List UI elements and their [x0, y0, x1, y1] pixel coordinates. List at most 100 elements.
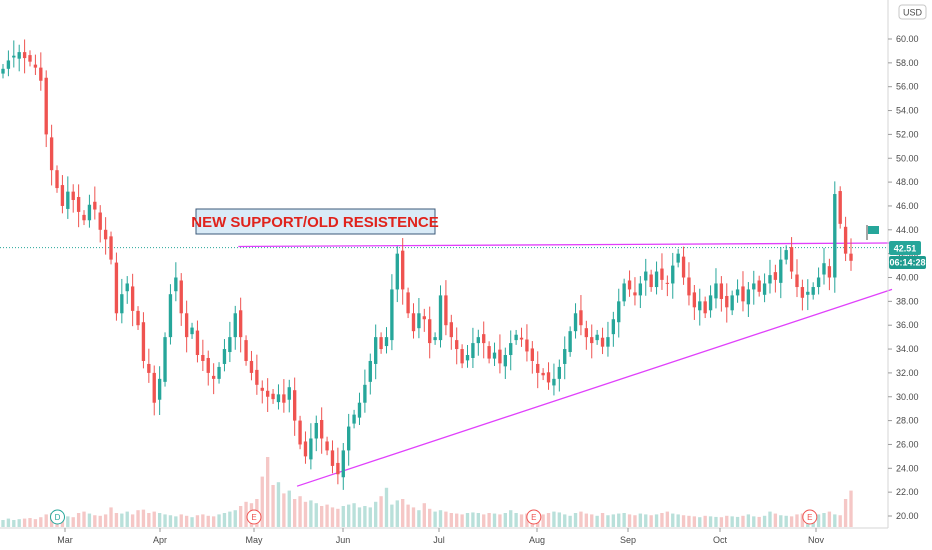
candle-body	[649, 274, 653, 288]
volume-bar	[800, 513, 805, 527]
volume-bar	[676, 514, 680, 527]
volume-bar	[438, 510, 443, 527]
candle-body	[228, 337, 232, 353]
volume-bar	[357, 507, 362, 527]
volume-bar	[476, 513, 480, 527]
volume-bar	[206, 515, 210, 527]
volume-bar	[455, 513, 459, 527]
volume-bar	[498, 514, 502, 527]
candle-body	[536, 363, 540, 373]
candle-body	[103, 229, 108, 240]
currency-button[interactable]: USD	[898, 4, 927, 20]
volume-bar	[428, 508, 432, 527]
volume-bar	[325, 504, 329, 527]
candle-body	[341, 450, 345, 478]
countdown-tag	[889, 256, 926, 269]
candle-body	[822, 263, 826, 275]
candle-body	[363, 384, 367, 403]
candle-body	[811, 287, 815, 295]
volume-bar	[714, 516, 718, 527]
volume-bar	[125, 511, 129, 527]
volume-bar	[687, 515, 691, 527]
event-marker	[246, 509, 262, 525]
support-line	[296, 288, 893, 487]
volume-bar	[98, 515, 102, 527]
candle-body	[206, 357, 210, 373]
volume-bar	[217, 514, 221, 527]
candle-body	[217, 366, 221, 379]
volume-bar	[260, 476, 264, 527]
candle-body	[60, 185, 65, 206]
y-tick-label: 50.00	[896, 153, 919, 163]
volume-bar	[417, 510, 421, 527]
candle-body	[557, 366, 562, 379]
volume-bar	[584, 513, 589, 527]
candle-body	[741, 286, 745, 302]
candle-body	[735, 289, 740, 296]
volume-bar	[719, 517, 724, 527]
candle-body	[401, 250, 405, 290]
candle-body	[552, 378, 556, 386]
volume-bar	[12, 520, 16, 527]
annotation-box	[195, 208, 436, 235]
resistance-line	[238, 242, 905, 248]
candle-body	[17, 52, 21, 59]
volume-bar	[271, 485, 275, 527]
volume-bar	[509, 510, 513, 527]
candle-body	[265, 390, 270, 397]
candle-body	[498, 349, 502, 364]
candle-body	[314, 422, 318, 439]
candle-body	[633, 292, 637, 296]
volume-bar	[757, 516, 761, 527]
flag-icon[interactable]	[866, 225, 879, 240]
volume-bar	[433, 511, 437, 527]
candle-body	[816, 277, 821, 288]
volume-bar	[827, 511, 832, 527]
volume-bar	[816, 514, 821, 527]
candle-body	[179, 280, 183, 314]
time-axis[interactable]: Mar Apr May Jun Jul Aug Sep Oct Nov	[57, 528, 824, 545]
candle-body	[676, 253, 680, 263]
event-marker	[802, 509, 818, 525]
volume-bar	[282, 493, 286, 527]
volume-bar	[201, 514, 205, 527]
event-marker	[526, 509, 542, 525]
candle-body	[39, 67, 43, 81]
candle-body	[482, 334, 486, 344]
candle-body	[681, 256, 686, 278]
volume-bar	[66, 516, 70, 527]
candle-body	[843, 226, 848, 254]
volume-bar	[627, 514, 632, 527]
x-tick-label: Jul	[433, 535, 445, 545]
candle-body	[276, 394, 281, 403]
volume-bar	[103, 514, 108, 527]
volume-bar	[789, 516, 794, 527]
volume-bar	[482, 514, 486, 527]
volume-bar	[22, 518, 27, 527]
candle-body	[606, 337, 610, 347]
volume-bar	[147, 513, 151, 527]
candle-body	[654, 271, 659, 288]
candle-body	[76, 197, 81, 212]
volume-bar	[401, 499, 405, 527]
candle-body	[568, 331, 572, 353]
x-tick-label: Mar	[57, 535, 73, 545]
volume-bar	[708, 516, 713, 527]
candle-body	[422, 316, 426, 320]
volume-bar	[568, 515, 572, 527]
candle-body	[28, 55, 32, 62]
candle-body	[698, 301, 702, 311]
candle-body	[287, 387, 291, 400]
y-tick-label: 28.00	[896, 416, 919, 426]
volume-bar	[465, 513, 470, 527]
candle-body	[789, 247, 794, 272]
volume-bar	[298, 496, 302, 527]
volume-bar	[309, 500, 313, 527]
price-axis[interactable]: 20.00 22.00 24.00 26.00 28.00 30.00 32.00 34.00…	[888, 34, 919, 521]
volume-bar	[341, 506, 345, 527]
candle-body	[222, 349, 227, 364]
volume-bar	[822, 513, 826, 527]
volume-bar	[168, 515, 173, 527]
candle-body	[1, 68, 5, 74]
